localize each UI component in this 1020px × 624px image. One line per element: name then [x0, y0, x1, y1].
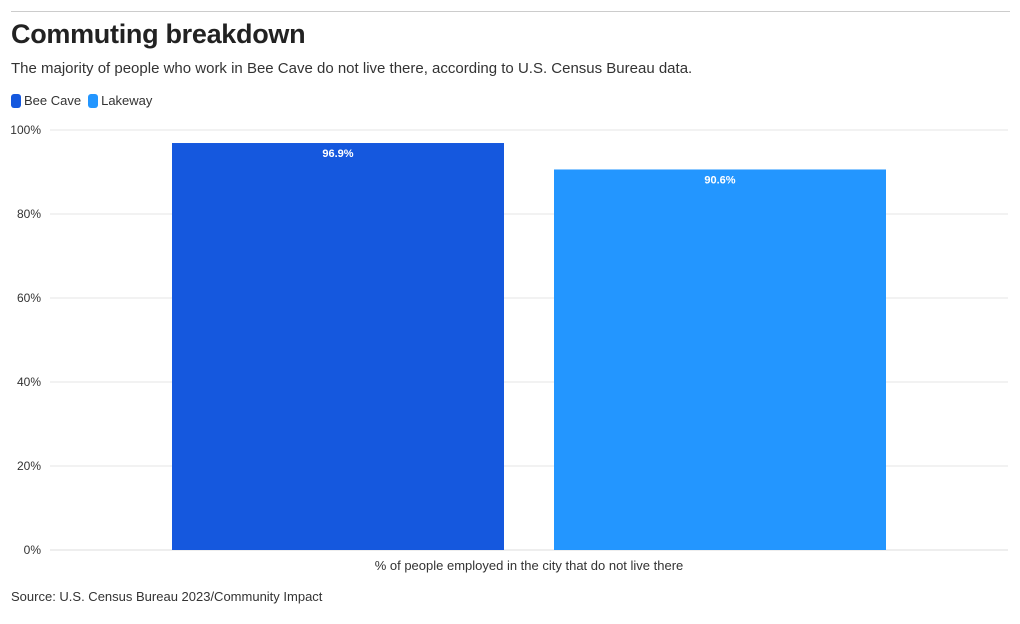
y-tick-label: 60%: [17, 291, 41, 305]
legend-item-bee-cave[interactable]: Bee Cave: [11, 93, 81, 108]
chart-title: Commuting breakdown: [11, 19, 306, 49]
legend: Bee Cave Lakeway: [11, 93, 152, 108]
y-tick-label: 100%: [10, 123, 41, 137]
top-divider: [11, 11, 1010, 12]
data-label: 90.6%: [704, 174, 735, 186]
legend-label-bee-cave: Bee Cave: [24, 93, 82, 108]
y-tick-label: 80%: [17, 207, 41, 221]
legend-item-lakeway[interactable]: Lakeway: [88, 93, 152, 108]
chart-subtitle: The majority of people who work in Bee C…: [11, 60, 693, 77]
bar-lakeway[interactable]: [554, 169, 886, 551]
legend-swatch-lakeway: [88, 93, 99, 108]
bar-bee-cave[interactable]: [172, 143, 504, 550]
source-note: Source: U.S. Census Bureau 2023/Communit…: [11, 589, 323, 604]
y-tick-label: 0%: [24, 543, 42, 557]
data-label: 96.9%: [322, 148, 353, 160]
x-category-label: % of people employed in the city that do…: [375, 558, 684, 573]
legend-swatch-bee-cave: [11, 93, 21, 108]
bar-chart: 0% 20% 40% 60% 80% 100% 96.9% 90.6% % of people …: [10, 123, 1008, 573]
legend-label-lakeway: Lakeway: [101, 93, 153, 108]
y-tick-label: 40%: [17, 375, 41, 389]
y-tick-label: 20%: [17, 459, 41, 473]
